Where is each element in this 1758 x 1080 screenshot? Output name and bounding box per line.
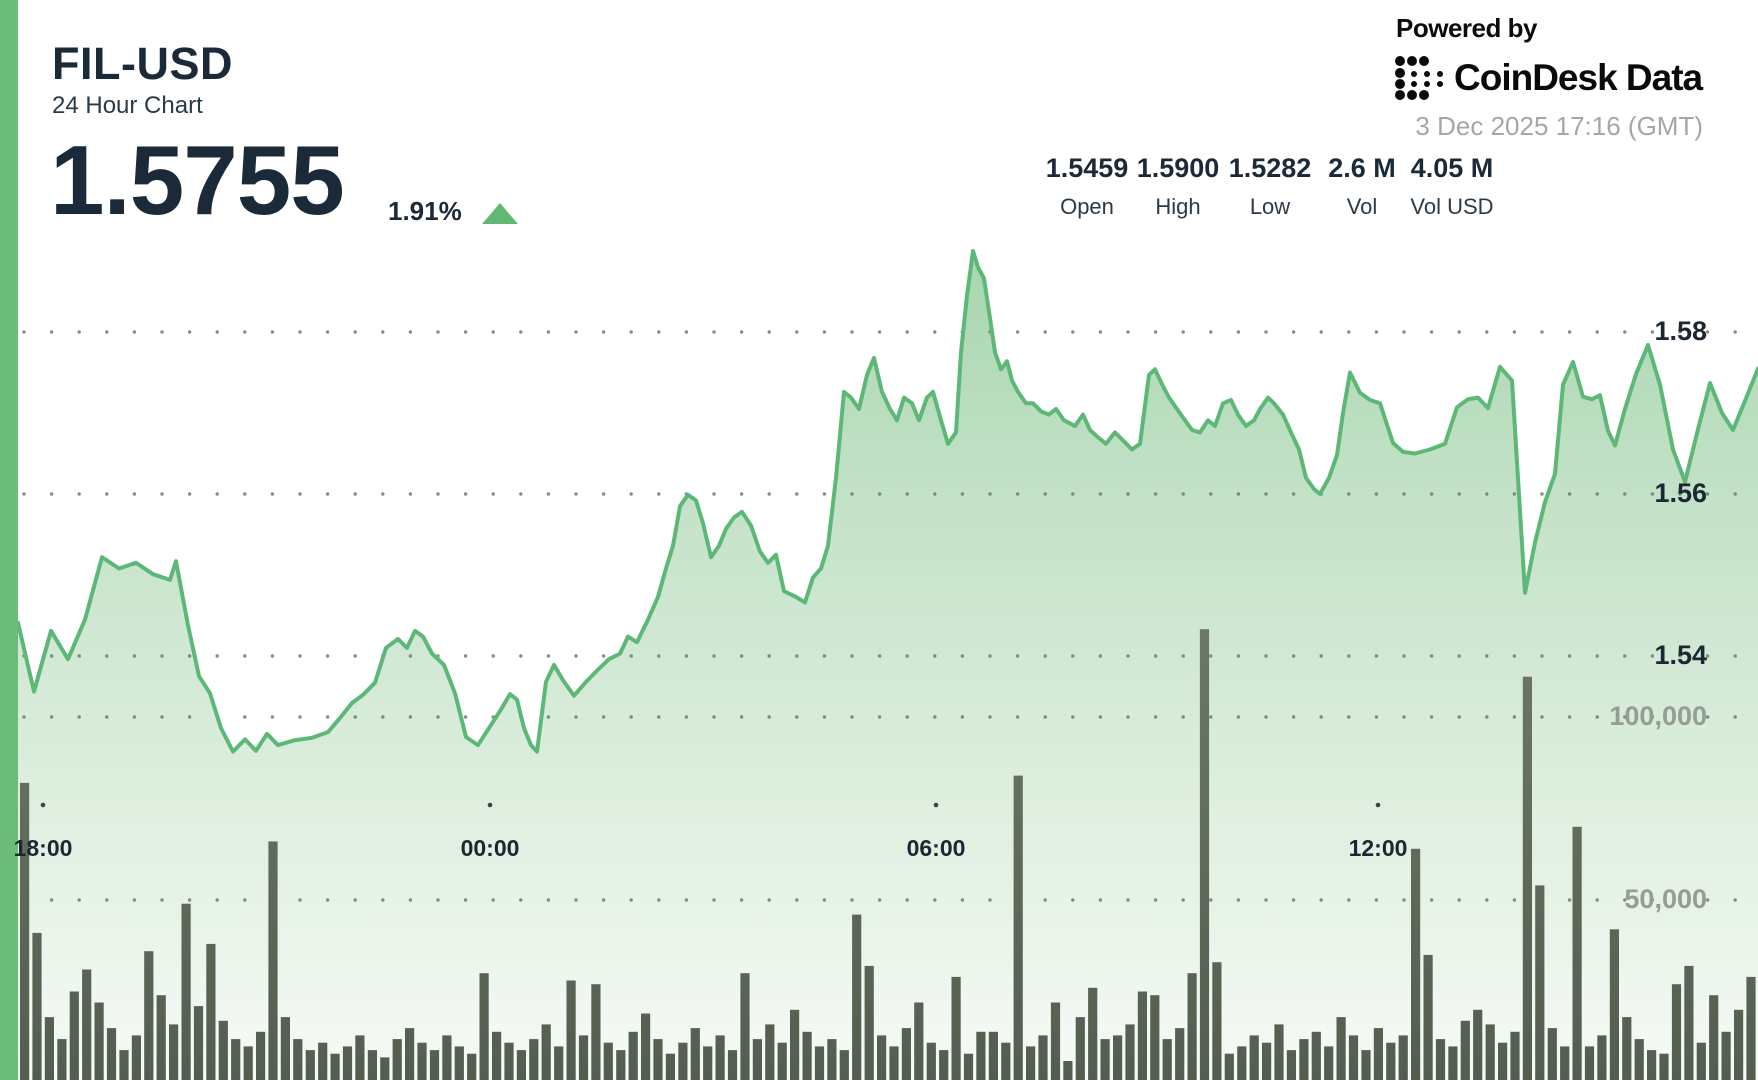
gridline-dots	[22, 330, 1737, 902]
stat-vol-usd-label: Vol USD	[1410, 194, 1494, 219]
stat-high-value: 1.5900	[1136, 153, 1220, 183]
price-axis-label: 1.58	[1654, 316, 1707, 346]
left-accent-bar	[0, 0, 18, 1080]
price-up-triangle-icon	[482, 203, 518, 224]
stat-open-value: 1.5459	[1045, 153, 1129, 183]
coindesk-logo-icon	[1395, 56, 1443, 100]
volume-axis-label: 100,000	[1609, 701, 1707, 731]
price-change-percent: 1.91%	[388, 196, 462, 226]
volume-axis-label: 50,000	[1624, 884, 1707, 914]
stat-vol-usd: 4.05 M Vol USD	[1410, 153, 1493, 220]
price-area-fill	[18, 251, 1758, 1080]
current-price: 1.5755	[50, 125, 345, 235]
coindesk-logo-text: CoinDesk Data	[1454, 57, 1703, 98]
volume-bars	[20, 629, 1756, 1080]
time-axis-label: 12:00	[1348, 835, 1408, 861]
price-axis-label: 1.54	[1654, 640, 1707, 670]
stat-low: 1.5282 Low	[1229, 153, 1312, 220]
stat-high-label: High	[1155, 194, 1201, 219]
stat-vol-label: Vol	[1346, 194, 1378, 219]
symbol-title: FIL-USD	[52, 38, 233, 89]
time-axis-label: 18:00	[13, 835, 73, 861]
stat-low-label: Low	[1249, 194, 1291, 219]
powered-by-label: Powered by	[1396, 13, 1537, 43]
stat-vol-usd-value: 4.05 M	[1410, 153, 1494, 183]
price-axis-label: 1.56	[1654, 478, 1707, 508]
coindesk-logo: CoinDesk Data	[1394, 55, 1703, 101]
timestamp: 3 Dec 2025 17:16 (GMT)	[1415, 111, 1703, 141]
chart-subtitle: 24 Hour Chart	[52, 92, 203, 119]
price-line	[16, 249, 1758, 754]
stat-open: 1.5459 Open	[1046, 153, 1129, 220]
stat-vol: 2.6 M Vol	[1328, 153, 1396, 220]
stat-vol-value: 2.6 M	[1328, 153, 1396, 183]
stat-high: 1.5900 High	[1137, 153, 1220, 220]
stat-open-label: Open	[1060, 194, 1114, 219]
time-axis-tick-dots	[40, 802, 1381, 808]
stat-low-value: 1.5282	[1228, 153, 1312, 183]
time-axis-label: 00:00	[460, 835, 520, 861]
time-axis-label: 06:00	[906, 835, 966, 861]
